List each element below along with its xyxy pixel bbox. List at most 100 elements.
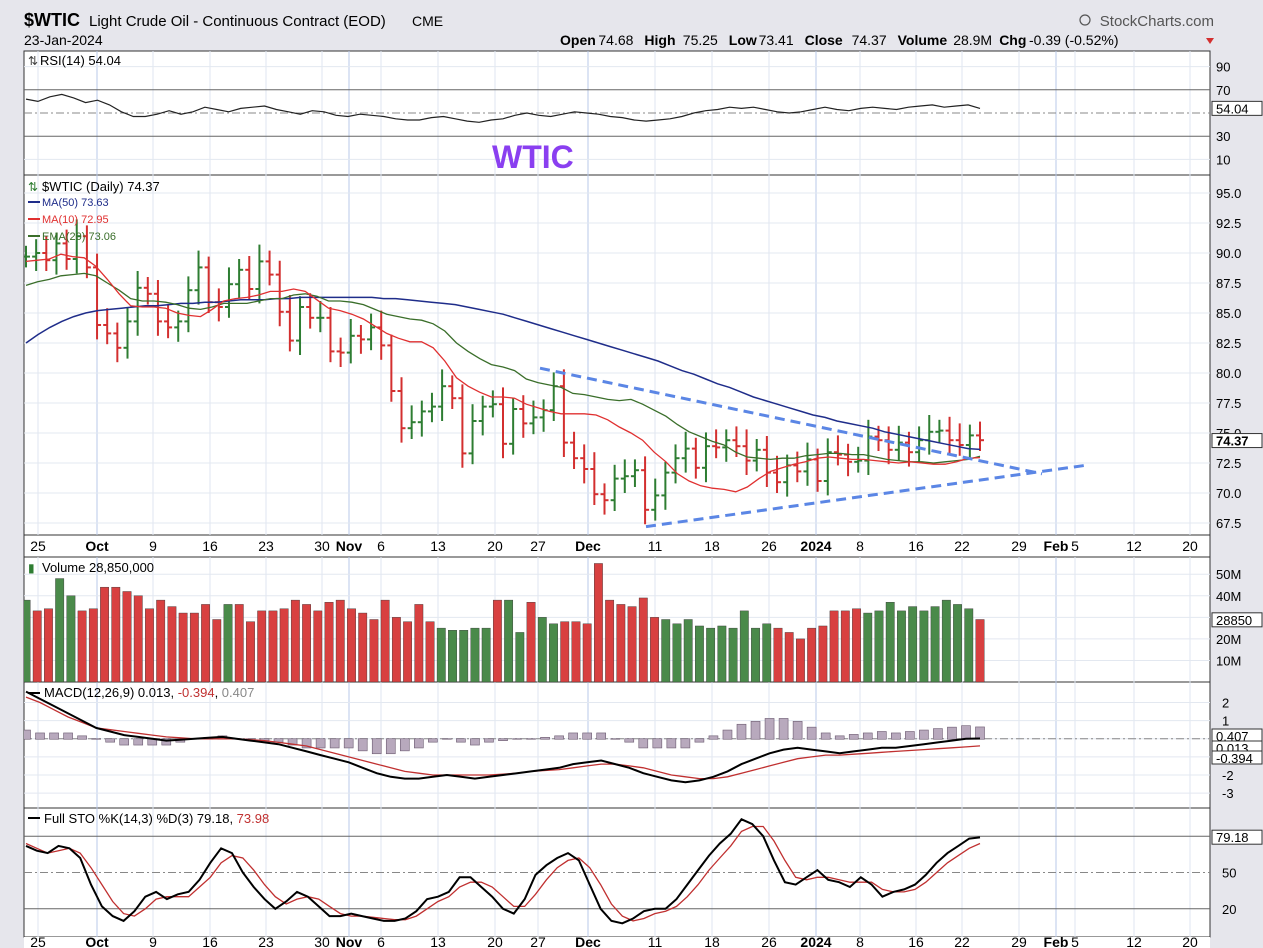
x-tick-label: Oct (85, 538, 109, 554)
volume-bar (178, 612, 188, 683)
volume-bar (627, 606, 637, 683)
x-tick-label-bottom: 12 (1126, 934, 1142, 948)
price-tick-label: 70.0 (1216, 486, 1241, 501)
volume-bar (24, 599, 31, 683)
rsi-tick-label: 10 (1216, 152, 1230, 167)
macd-hist-bar (624, 738, 635, 743)
volume-bar (290, 599, 300, 683)
macd-panel (23, 681, 1211, 809)
volume-bar (436, 627, 446, 683)
ema20-line (25, 272, 981, 464)
x-tick-label-bottom: 22 (954, 934, 970, 948)
volume-bar (212, 619, 222, 683)
x-tick-label: 26 (761, 538, 777, 554)
volume-bar (55, 578, 65, 683)
ohlc-bar (143, 277, 152, 305)
ohlc-bar (976, 421, 984, 451)
macd-value-label: -0.394 (1216, 751, 1253, 766)
macd-hist-bar (652, 738, 663, 749)
macd-hist-bar (862, 732, 873, 740)
x-tick-label: 27 (530, 538, 546, 554)
x-tick-label-bottom: 5 (1071, 934, 1079, 948)
macd-hist-bar (680, 738, 691, 749)
macd-tick-label: -3 (1222, 786, 1234, 801)
x-tick-label-bottom: 26 (761, 934, 777, 948)
x-tick-label-bottom: 27 (530, 934, 546, 948)
macd-hist-bar (385, 738, 396, 755)
volume-bar (156, 599, 166, 683)
volume-bar (537, 617, 547, 683)
volume-icon: ▮ (28, 561, 35, 575)
watermark: WTIC (492, 139, 574, 175)
upper-trendline (539, 366, 1043, 476)
price-panel (23, 174, 1211, 536)
quote-label-chg: Chg (999, 32, 1026, 48)
series-layer (24, 93, 1086, 925)
volume-bar (964, 608, 974, 683)
x-tick-label-bottom: Oct (85, 934, 109, 948)
ohlc-bar (387, 334, 396, 402)
volume-bar (88, 608, 98, 683)
x-tick-label: 20 (487, 538, 503, 554)
price-tick-label: 95.0 (1216, 186, 1241, 201)
x-tick-label-bottom: 2024 (800, 934, 831, 948)
volume-bar (796, 638, 805, 683)
ohlc-bar (742, 429, 751, 475)
ohlc-bar (52, 232, 61, 275)
volume-bar (897, 610, 906, 683)
x-tick-label: 29 (1011, 538, 1027, 554)
sto-label: Full STO %K(14,3) %D(3) 79.18, 73.98 (44, 811, 269, 826)
rsi-value-box (1211, 100, 1263, 116)
quote-label-open: Open (560, 32, 596, 48)
price-tick-label: 85.0 (1216, 306, 1241, 321)
ohlc-bar (499, 387, 507, 459)
quote-label-low: Low (729, 32, 757, 48)
ohlc-bar (509, 398, 518, 455)
ohlc-bar (580, 444, 589, 484)
macd-hist-bar (133, 738, 144, 746)
x-tick-label-bottom: 29 (1011, 934, 1027, 948)
ohlc-bar (590, 452, 599, 505)
volume-bar (762, 623, 772, 683)
volume-bar (380, 599, 390, 683)
volume-bar (683, 619, 693, 683)
sto-value-label: 79.18 (1216, 830, 1249, 845)
volume-tick-label: 40M (1216, 589, 1241, 604)
volume-bar (672, 623, 682, 683)
x-tick-label-bottom: 9 (149, 934, 157, 948)
x-tick-label: 16 (202, 538, 218, 554)
ohlc-bar (773, 455, 782, 493)
ohlc-bar (427, 392, 436, 423)
ohlc-bar (306, 293, 315, 329)
x-tick-label-bottom: 20 (1182, 934, 1198, 948)
volume-bar (246, 621, 255, 683)
ohlc-bar (367, 313, 376, 351)
volume-bar (189, 612, 199, 683)
axis-labels: 2525OctOct99161623233030NovNov6613132020… (30, 60, 1263, 948)
macd-hist-bar (484, 738, 494, 743)
macd-hist-bar (105, 738, 115, 743)
price-panel-label: $WTIC (Daily) 74.37 (42, 179, 160, 194)
macd-hist-bar (77, 735, 87, 740)
volume-bar (638, 597, 648, 683)
ohlc-bar (935, 419, 944, 443)
ohlc-bar (438, 369, 447, 421)
ohlc-bar (620, 459, 629, 493)
ohlc-bar (600, 483, 609, 515)
ohlc-bar (82, 225, 91, 279)
quote-label-high: High (644, 32, 675, 48)
macd-label-hist: 0.407 (222, 685, 255, 700)
macd-hist-bar (91, 738, 101, 740)
volume-bar (122, 591, 132, 683)
bottom-axis-strip (24, 937, 1210, 948)
volume-tick-label: 50M (1216, 567, 1241, 582)
ma50-line (25, 296, 981, 451)
volume-bar (44, 608, 53, 683)
volume-bar (930, 606, 940, 683)
volume-bar (201, 604, 210, 683)
quote-value-close: 74.37 (852, 32, 887, 48)
x-tick-label: 20 (1182, 538, 1198, 554)
ohlc-bar (32, 239, 41, 271)
volume-last-label: 28850 (1216, 613, 1252, 628)
